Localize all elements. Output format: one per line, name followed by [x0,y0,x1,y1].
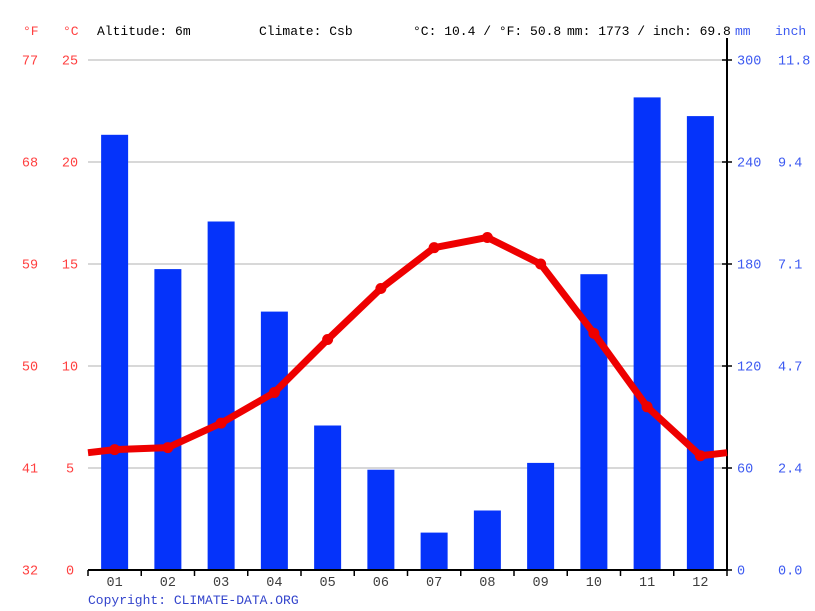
mm-tick-label: 120 [737,361,761,376]
precipitation-summary: mm: 1773 / inch: 69.8 [567,24,731,39]
precip-bar [207,221,235,570]
month-label: 01 [107,576,123,591]
mm-tick-label: 240 [737,157,761,172]
temperature-point [694,450,706,462]
temperature-point [322,333,334,345]
mm-tick-label: 180 [737,259,761,274]
climate-type-label: Climate: Csb [259,24,353,39]
precip-bar [314,425,342,570]
temperature-line [87,233,728,460]
fahrenheit-tick-label: 77 [22,55,38,70]
copyright-line: Copyright: CLIMATE-DATA.ORG [88,593,299,608]
celsius-tick-label: 5 [66,463,74,478]
precip-bar [473,510,501,570]
fahrenheit-tick-label: 50 [22,361,38,376]
inch-tick-label: 7.1 [778,259,802,274]
precip-bar [260,311,288,570]
precip-bar [367,469,395,570]
temperature-point [641,401,653,413]
fahrenheit-axis-header: °F [23,24,39,39]
precip-bar [686,116,714,570]
celsius-axis-header: °C [63,24,79,39]
precip-bar [420,532,448,570]
mm-tick-label: 60 [737,463,753,478]
month-label: 07 [426,576,442,591]
month-label: 09 [533,576,549,591]
inch-tick-label: 11.8 [778,55,810,70]
month-label: 03 [213,576,229,591]
temperature-point [268,387,280,399]
inch-tick-label: 2.4 [778,463,802,478]
month-label: 04 [266,576,282,591]
fahrenheit-tick-label: 41 [22,463,38,478]
temperature-point [588,327,600,339]
precip-bar [101,134,129,571]
copyright-link[interactable]: CLIMATE-DATA.ORG [173,593,299,608]
temperature-point [428,242,440,254]
mm-axis-header: mm [735,24,751,39]
celsius-tick-label: 10 [62,361,78,376]
celsius-tick-label: 15 [62,259,78,274]
month-label: 05 [320,576,336,591]
temperature-point [535,258,547,270]
celsius-tick-label: 20 [62,157,78,172]
month-label: 08 [479,576,495,591]
precip-bar [633,97,661,571]
temperature-point [162,442,174,454]
fahrenheit-tick-label: 59 [22,259,38,274]
month-label: 10 [586,576,602,591]
precip-bar [527,462,555,570]
temperature-point [109,444,121,456]
temperature-point [481,231,493,243]
celsius-tick-label: 25 [62,55,78,70]
inch-tick-label: 9.4 [778,157,802,172]
inch-axis-header: inch [775,24,807,39]
temperature-summary: °C: 10.4 / °F: 50.8 [413,24,562,39]
fahrenheit-tick-label: 32 [22,565,38,580]
mm-tick-label: 300 [737,55,761,70]
altitude-label: Altitude: 6m [97,24,191,39]
fahrenheit-tick-label: 68 [22,157,38,172]
copyright-prefix: Copyright: [88,593,174,608]
month-label: 12 [692,576,708,591]
temperature-point [215,417,227,429]
month-label: 11 [639,576,655,591]
inch-tick-label: 4.7 [778,361,802,376]
mm-tick-label: 0 [737,565,745,580]
month-label: 02 [160,576,176,591]
month-label: 06 [373,576,389,591]
precip-bar [154,269,182,570]
celsius-tick-label: 0 [66,565,74,580]
temperature-point [375,282,387,294]
inch-tick-label: 0.0 [778,565,802,580]
